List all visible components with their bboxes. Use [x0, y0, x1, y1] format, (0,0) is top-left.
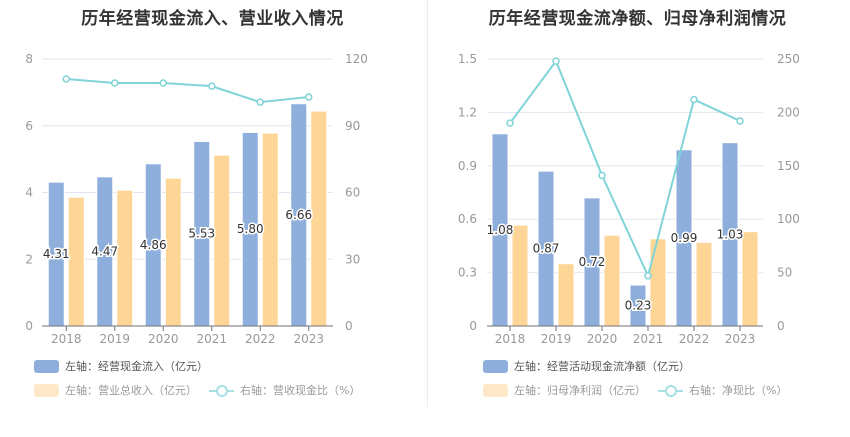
line-point: [111, 79, 119, 87]
y-left-tick-label: 0.3: [458, 266, 477, 280]
bar-secondary: [603, 234, 621, 327]
y-right-tick-label: 120: [345, 52, 368, 66]
bar-secondary: [741, 231, 759, 327]
x-tick-label: 2022: [679, 332, 710, 346]
y-left-tick-label: 2: [25, 252, 33, 266]
line-point: [552, 57, 560, 65]
panel-divider: [427, 0, 428, 407]
data-label: 0.72: [579, 255, 606, 269]
line-point: [644, 272, 652, 280]
x-tick-label: 2019: [541, 332, 572, 346]
bar-secondary: [649, 238, 667, 327]
y-left-tick-label: 1.2: [458, 105, 477, 119]
bar-secondary: [261, 132, 279, 327]
legend-line-circle-icon: [209, 384, 234, 397]
data-label: 5.80: [237, 222, 264, 236]
y-right-tick-label: 50: [777, 266, 792, 280]
legend-label: 左轴：经营现金流入（亿元）: [65, 360, 208, 373]
data-label: 6.66: [285, 208, 312, 222]
legend-label: 左轴：营业总收入（亿元）: [65, 384, 197, 397]
legend-swatch-blue: [483, 359, 508, 373]
y-left-tick-label: 4: [25, 186, 33, 200]
bar-secondary: [213, 154, 231, 327]
legend-label-line: 右轴：营收现金比（%）: [240, 384, 361, 397]
chart-title: 历年经营现金流入、营业收入情况: [81, 9, 344, 29]
y-left-tick-label: 0.9: [458, 159, 477, 173]
legend-item-bar2[interactable]: 左轴：营业总收入（亿元） 右轴：营收现金比（%）: [34, 382, 360, 398]
legend-swatch-orange: [483, 383, 508, 397]
bar-secondary: [695, 241, 713, 327]
bar-secondary: [511, 224, 529, 327]
bar-secondary: [67, 196, 85, 327]
chart-title: 历年经营现金流净额、归母净利润情况: [488, 9, 787, 29]
x-tick-label: 2020: [587, 332, 618, 346]
y-left-tick-label: 1.5: [458, 52, 477, 66]
data-label: 4.47: [91, 244, 118, 258]
data-label: 1.08: [487, 223, 514, 237]
data-label: 0.23: [625, 299, 652, 313]
y-right-tick-label: 30: [345, 252, 360, 266]
y-left-tick-label: 0: [25, 319, 33, 333]
x-tick-label: 2020: [148, 332, 179, 346]
line-point: [305, 93, 313, 101]
x-tick-label: 2021: [633, 332, 664, 346]
y-right-tick-label: 90: [345, 119, 360, 133]
data-label: 0.99: [671, 231, 698, 245]
chart-svg-cash-inflow: 0 0 2 30 4 60 6 90 8 120 2018 2019 2020 2021 2022 2023 4…: [25, 52, 368, 346]
y-right-tick-label: 150: [777, 159, 800, 173]
line-point: [506, 119, 514, 127]
line-point: [598, 171, 606, 180]
data-label: 1.03: [717, 227, 744, 241]
data-label: 0.87: [533, 242, 560, 256]
x-tick-label: 2023: [293, 332, 324, 346]
y-right-tick-label: 250: [777, 52, 800, 66]
legend-swatch-blue: [34, 359, 59, 373]
x-tick-label: 2022: [245, 332, 276, 346]
legend-item-bar2[interactable]: 左轴：归母净利润（亿元） 右轴：净现比（%）: [483, 382, 787, 398]
y-right-tick-label: 60: [345, 186, 360, 200]
data-label: 4.86: [140, 238, 167, 252]
y-left-tick-label: 0: [469, 319, 477, 333]
chart-panel-net-cash: 历年经营现金流净额、归母净利润情况 0 0 0.3 50 0.6 100 0.9 150 1.2…: [425, 0, 850, 437]
x-tick-label: 2019: [99, 332, 130, 346]
chart-panel-cash-inflow: 历年经营现金流入、营业收入情况 0 0 2 30 4 60 6 90 8 120 2018 2019 2…: [25, 9, 368, 398]
y-right-tick-label: 0: [777, 319, 785, 333]
y-left-tick-label: 8: [25, 52, 33, 66]
line-point: [736, 117, 744, 125]
y-right-tick-label: 0: [345, 319, 353, 333]
line-point: [690, 95, 698, 104]
line-point: [208, 82, 216, 90]
data-label: 5.53: [188, 227, 215, 241]
bar-secondary: [310, 110, 328, 327]
y-right-tick-label: 200: [777, 105, 800, 119]
x-tick-label: 2021: [196, 332, 227, 346]
line-point: [62, 75, 70, 83]
bar-secondary: [164, 177, 182, 327]
legend-label-line: 右轴：净现比（%）: [689, 384, 788, 397]
y-left-tick-label: 6: [25, 119, 33, 133]
x-tick-label: 2018: [495, 332, 526, 346]
x-tick-label: 2018: [51, 332, 82, 346]
y-right-tick-label: 100: [777, 212, 800, 226]
bar-secondary: [116, 189, 134, 327]
legend-line-circle-icon: [658, 384, 683, 397]
legend-swatch-orange: [34, 383, 59, 397]
legend-item-bar1[interactable]: 左轴：经营现金流入（亿元）: [34, 358, 208, 374]
x-tick-label: 2023: [725, 332, 756, 346]
line-point: [159, 79, 167, 87]
line-series: [509, 59, 741, 279]
line-series: [66, 78, 309, 104]
data-label: 4.31: [43, 247, 70, 261]
line-point: [256, 98, 264, 106]
chart-svg-net-cash: 0 0 0.3 50 0.6 100 0.9 150 1.2 200 1.5 250 2018 2019 2…: [458, 52, 800, 346]
bar-secondary: [557, 263, 575, 327]
legend-item-bar1[interactable]: 左轴：经营活动现金流净额（亿元）: [483, 358, 690, 374]
legend-label: 左轴：经营活动现金流净额（亿元）: [514, 360, 690, 373]
y-left-tick-label: 0.6: [458, 212, 477, 226]
legend-label: 左轴：归母净利润（亿元）: [514, 384, 646, 397]
